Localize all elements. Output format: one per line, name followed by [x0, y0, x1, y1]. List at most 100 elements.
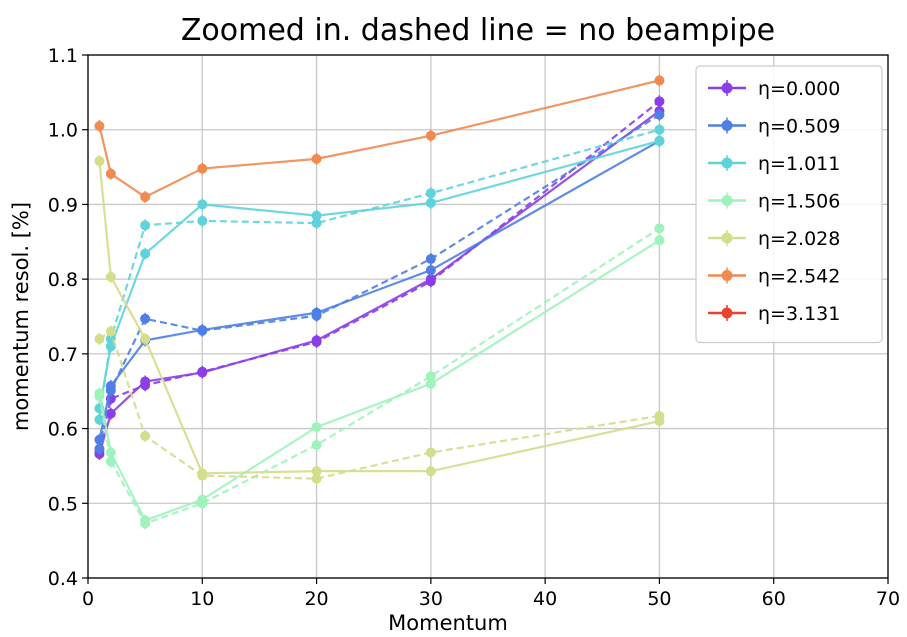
x-axis-label: Momentum [388, 611, 508, 635]
y-tick-label: 0.4 [48, 568, 78, 590]
data-point [94, 156, 105, 167]
x-tick-label: 10 [190, 588, 214, 610]
data-point [425, 447, 436, 458]
y-tick-label: 1.0 [48, 120, 78, 142]
ticks: 0 10 20 30 40 50 60 70 0.4 0.5 0.6 0.7 0.8 0.9 1.0 1.1 [48, 45, 900, 610]
data-point [654, 223, 665, 234]
data-point [94, 333, 105, 344]
x-tick-label: 50 [647, 588, 671, 610]
data-point [197, 215, 208, 226]
legend-item: η=0.000 [708, 78, 840, 100]
data-point [425, 197, 436, 208]
data-point [311, 307, 322, 318]
data-point [197, 468, 208, 479]
series-solid [94, 155, 665, 480]
series-layer [94, 74, 665, 530]
data-point [654, 75, 665, 86]
y-tick-label: 1.1 [48, 45, 78, 67]
chart-title: Zoomed in. dashed line = no beampipe [181, 13, 775, 48]
data-point [105, 168, 116, 179]
legend-marker [721, 195, 733, 206]
data-point [654, 235, 665, 246]
legend-label: η=2.542 [758, 266, 840, 288]
legend: η=0.000 η=0.509 η=1.011 η=1.506 η=2.028 η=2.5… [695, 65, 883, 344]
data-point [140, 248, 151, 259]
data-point [311, 218, 322, 229]
legend-item: η=2.542 [708, 266, 840, 288]
legend-label: η=0.000 [758, 78, 840, 100]
data-point [311, 210, 322, 221]
data-point [105, 380, 116, 391]
data-point [94, 414, 105, 425]
data-point [311, 422, 322, 433]
legend-label: η=3.131 [758, 303, 840, 325]
y-tick-label: 0.9 [48, 194, 78, 216]
data-point [197, 163, 208, 174]
legend-marker [721, 307, 733, 319]
data-point [425, 466, 436, 477]
data-point [140, 376, 151, 387]
data-point [311, 473, 322, 484]
data-point [654, 109, 665, 120]
data-point [94, 388, 105, 399]
data-point [425, 371, 436, 382]
data-point [94, 120, 105, 131]
data-point [197, 367, 208, 378]
data-point [311, 466, 322, 477]
data-point [311, 440, 322, 451]
series-solid [94, 234, 665, 527]
y-tick-label: 0.6 [48, 419, 78, 441]
data-point [425, 378, 436, 389]
data-point [105, 447, 116, 458]
data-point [197, 494, 208, 505]
series-line [98, 139, 660, 441]
series-line [98, 139, 660, 409]
series-line [98, 79, 660, 199]
data-point [425, 130, 436, 141]
data-point [425, 253, 436, 264]
legend-label: η=0.509 [758, 116, 840, 138]
data-point [654, 96, 665, 107]
plot-frame [87, 54, 889, 579]
data-point [654, 124, 665, 135]
data-point [140, 313, 151, 324]
legend-box [695, 65, 883, 344]
series-solid [94, 74, 665, 203]
legend-item: η=3.131 [708, 303, 840, 325]
data-point [94, 434, 105, 445]
x-tick-label: 30 [419, 588, 443, 610]
data-point [140, 333, 151, 344]
x-tick-label: 40 [533, 588, 557, 610]
data-point [425, 188, 436, 199]
y-tick-label: 0.8 [48, 269, 78, 291]
legend-marker [721, 82, 733, 94]
data-point [105, 408, 116, 419]
series-solid [94, 134, 665, 415]
series-dashed [94, 123, 665, 426]
legend-label: η=1.011 [758, 153, 840, 175]
x-tick-label: 20 [304, 588, 328, 610]
legend-marker [721, 120, 733, 131]
x-tick-label: 70 [876, 588, 900, 610]
y-tick-label: 0.5 [48, 493, 78, 515]
data-point [197, 324, 208, 335]
series-dashed [94, 325, 665, 485]
data-point [140, 515, 151, 526]
legend-item: η=2.028 [708, 228, 840, 250]
data-point [94, 443, 105, 454]
legend-item: η=1.011 [708, 153, 840, 175]
data-point [654, 416, 665, 427]
data-point [105, 271, 116, 282]
y-axis-label: momentum resol. [%] [9, 202, 33, 431]
x-tick-label: 0 [82, 588, 94, 610]
data-point [140, 431, 151, 442]
y-tick-label: 0.7 [48, 344, 78, 366]
legend-label: η=2.028 [758, 228, 840, 250]
data-point [425, 265, 436, 276]
data-point [311, 335, 322, 346]
x-tick-label: 60 [762, 588, 786, 610]
data-point [140, 191, 151, 202]
legend-marker [721, 270, 733, 281]
legend-label: η=1.506 [758, 191, 840, 213]
